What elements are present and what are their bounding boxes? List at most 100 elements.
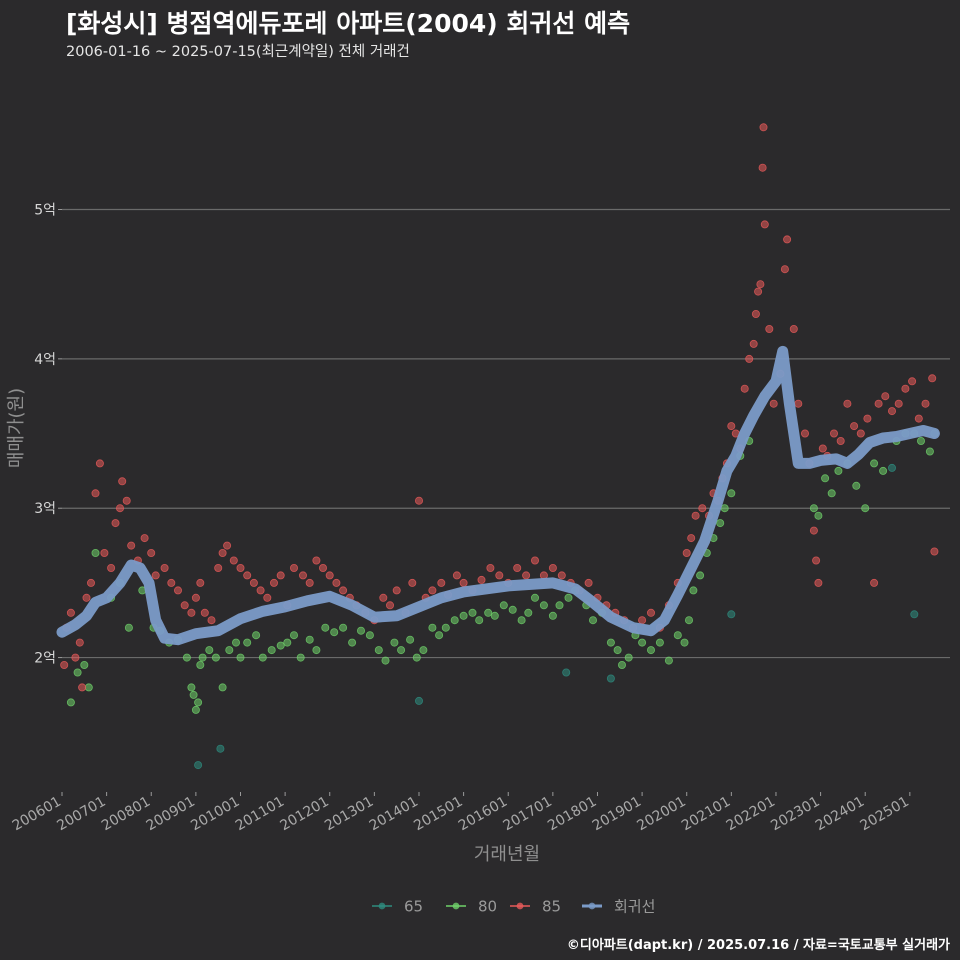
point-85 [289,564,298,573]
point-85 [769,399,778,408]
point-85 [408,578,417,587]
x-tick-label: 202101 [679,794,733,835]
point-80 [198,653,207,662]
point-80 [252,631,261,640]
legend-swatch-dot [588,902,596,910]
x-tick-label: 200801 [99,794,153,835]
x-tick-label: 202401 [813,794,867,835]
point-65 [216,744,225,753]
point-85 [901,384,910,393]
point-85 [243,571,252,580]
legend-label: 85 [542,898,561,916]
point-85 [452,571,461,580]
point-80 [356,626,365,635]
point-85 [107,564,116,573]
point-80 [283,638,292,647]
point-85 [95,459,104,468]
point-85 [486,564,495,573]
point-80 [243,638,252,647]
legend-swatch-dot [452,902,460,910]
point-80 [548,611,557,620]
point-80 [191,705,200,714]
point-65 [414,696,423,705]
x-axis: 2006012007012008012009012010012011012012… [10,792,912,834]
point-85 [801,429,810,438]
point-80 [809,504,818,513]
point-85 [167,578,176,587]
point-80 [339,623,348,632]
point-85 [557,571,566,580]
point-85 [727,422,736,431]
source-footer: ©디아파트(dapt.kr) / 2025.07.16 / 자료=국토교통부 실… [566,938,950,953]
x-tick-label: 201701 [501,794,555,835]
point-85 [269,578,278,587]
point-65 [606,674,615,683]
point-85 [180,601,189,610]
point-80 [182,653,191,662]
legend-item-reg: 회귀선 [582,898,655,916]
point-85 [783,235,792,244]
point-85 [66,608,75,617]
point-80 [428,623,437,632]
point-80 [236,653,245,662]
point-85 [191,593,200,602]
point-85 [82,593,91,602]
point-80 [390,638,399,647]
legend-swatch-dot [378,902,386,910]
x-tick-label: 200601 [10,794,64,835]
point-85 [318,564,327,573]
legend-item-85: 85 [510,898,561,916]
y-tick-label: 3억 [34,501,56,517]
point-80 [475,616,484,625]
point-85 [830,429,839,438]
series-65 [194,463,919,770]
point-85 [698,504,707,513]
point-80 [211,653,220,662]
point-80 [879,466,888,475]
point-80 [696,571,705,580]
point-80 [689,586,698,595]
point-80 [618,661,627,670]
point-65 [727,610,736,619]
point-85 [147,549,156,558]
point-80 [267,646,276,655]
series-80 [66,429,939,714]
point-85 [122,496,131,505]
point-80 [531,593,540,602]
point-80 [589,616,598,625]
point-85 [638,616,647,625]
point-85 [100,549,109,558]
point-80 [124,623,133,632]
point-85 [256,586,265,595]
point-85 [812,556,821,565]
point-80 [484,608,493,617]
point-80 [305,635,314,644]
point-85 [187,608,196,617]
point-85 [385,601,394,610]
point-80 [365,631,374,640]
legend: 65 80 85 회귀선 [372,898,655,916]
point-85 [789,324,798,333]
point-80 [348,638,357,647]
point-85 [236,564,245,573]
point-80 [685,616,694,625]
point-85 [207,616,216,625]
point-85 [173,586,182,595]
y-axis-title: 매매가(원) [6,388,27,468]
point-80 [673,631,682,640]
point-85 [118,477,127,486]
point-85 [151,571,160,580]
point-85 [754,287,763,296]
chart-title: [화성시] 병점역에듀포레 아파트(2004) 회귀선 예측 [66,9,631,38]
point-85 [223,541,232,550]
point-80 [187,683,196,692]
point-80 [459,611,468,620]
point-85 [298,571,307,580]
point-85 [522,571,531,580]
point-80 [218,683,227,692]
point-80 [84,683,93,692]
point-85 [214,564,223,573]
point-80 [720,504,729,513]
point-85 [249,578,258,587]
x-tick-label: 201501 [411,794,465,835]
